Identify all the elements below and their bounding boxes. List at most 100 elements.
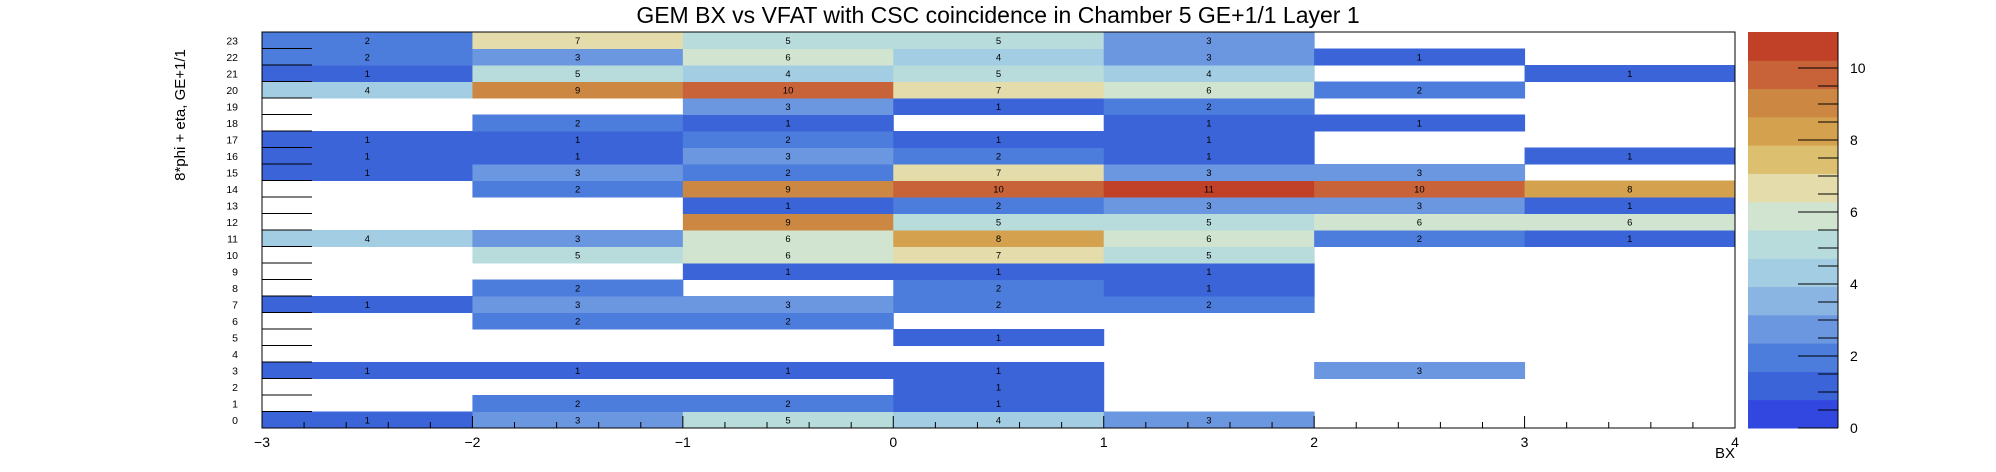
y-tick-label: 11 bbox=[227, 233, 238, 245]
heatmap-cell bbox=[1524, 147, 1736, 165]
cell-value: 4 bbox=[365, 85, 370, 96]
heatmap-cell bbox=[472, 411, 684, 429]
x-tick-label: 3 bbox=[1521, 434, 1529, 450]
cell-value-labels: 1 3 5 4 32 2 111 1 1 1 312 21 3 3 2 22 2 11 1 15 6 7 54 3 6 8 6 2 19… bbox=[365, 36, 1633, 427]
cell-value: 3 bbox=[785, 300, 790, 311]
heatmap-cell bbox=[472, 164, 684, 181]
chart-title: GEM BX vs VFAT with CSC coincidence in C… bbox=[636, 2, 1360, 28]
heatmap-cell bbox=[1103, 131, 1315, 148]
heatmap-cell bbox=[682, 131, 894, 148]
cell-value: 4 bbox=[1206, 69, 1211, 80]
cell-value: 5 bbox=[785, 36, 790, 47]
heatmap-cell bbox=[682, 81, 894, 99]
heatmap-cell bbox=[1103, 279, 1315, 297]
heatmap-cell bbox=[1103, 296, 1315, 313]
colorbar-segment bbox=[1748, 32, 1838, 61]
cell-value: 1 bbox=[996, 366, 1001, 377]
cell-value: 5 bbox=[575, 69, 580, 80]
heatmap-cell bbox=[1103, 246, 1315, 264]
x-axis-label: BX bbox=[1715, 445, 1735, 462]
heatmap-cell bbox=[1103, 114, 1315, 132]
heatmap-cell bbox=[262, 32, 473, 49]
heatmap-cell bbox=[262, 81, 473, 99]
heatmap-cell bbox=[1524, 213, 1736, 231]
heatmap-cell bbox=[1314, 180, 1526, 198]
heatmap-cell bbox=[262, 230, 473, 247]
cell-value: 6 bbox=[1627, 217, 1632, 228]
heatmap-cell bbox=[262, 48, 473, 66]
cell-value: 1 bbox=[785, 118, 790, 129]
cell-value: 8 bbox=[996, 234, 1001, 245]
cell-value: 3 bbox=[1417, 168, 1422, 179]
y-tick-label: 8 bbox=[232, 283, 238, 295]
cell-value: 7 bbox=[996, 250, 1001, 261]
cell-value: 1 bbox=[996, 135, 1001, 146]
heatmap-cell bbox=[472, 395, 684, 412]
heatmap-cell bbox=[682, 296, 894, 313]
heatmap-cell bbox=[893, 164, 1105, 181]
heatmap-cell bbox=[1314, 213, 1526, 231]
heatmap-cell bbox=[1103, 48, 1315, 66]
heatmap-cell bbox=[472, 147, 684, 165]
heatmap-cell bbox=[893, 98, 1105, 115]
cell-value: 2 bbox=[1417, 234, 1422, 245]
cell-value: 1 bbox=[785, 366, 790, 377]
y-tick-label: 9 bbox=[232, 266, 238, 278]
heatmap-cell bbox=[1103, 98, 1315, 115]
cell-value: 6 bbox=[785, 250, 790, 261]
heatmap-cell bbox=[1314, 114, 1526, 132]
heatmap-cell bbox=[893, 246, 1105, 264]
heatmap-cell bbox=[682, 65, 894, 82]
colorbar-segment bbox=[1748, 201, 1838, 231]
heatmap-cell bbox=[893, 48, 1105, 66]
y-tick-label: 16 bbox=[226, 151, 238, 163]
cell-value: 1 bbox=[1206, 283, 1211, 294]
y-tick-label: 20 bbox=[226, 85, 238, 97]
cell-value: 1 bbox=[1417, 52, 1422, 63]
heatmap-cell bbox=[1314, 197, 1526, 214]
heatmap-cell bbox=[893, 378, 1105, 396]
heatmap-cell bbox=[682, 395, 894, 412]
heatmap-cell bbox=[1103, 65, 1315, 82]
colorbar-segment bbox=[1748, 230, 1838, 259]
y-tick-label: 5 bbox=[232, 332, 238, 344]
heatmap-cell bbox=[1524, 180, 1736, 198]
heatmap-cell bbox=[262, 131, 473, 148]
heatmap-cell bbox=[682, 98, 894, 115]
heatmap-cell bbox=[472, 230, 684, 247]
cell-value: 4 bbox=[785, 69, 790, 80]
heatmap-cell bbox=[1314, 362, 1526, 379]
cell-value: 1 bbox=[1206, 135, 1211, 146]
heatmap-cell bbox=[1103, 230, 1315, 247]
y-tick-label: 3 bbox=[232, 365, 238, 377]
y-tick-label: 12 bbox=[226, 217, 238, 229]
colorbar-segment bbox=[1748, 116, 1838, 146]
cell-value: 1 bbox=[996, 399, 1001, 410]
cell-value: 1 bbox=[575, 151, 580, 162]
heatmap-cell bbox=[893, 362, 1105, 379]
colorbar-segment bbox=[1748, 258, 1838, 288]
heatmap-cell bbox=[1103, 164, 1315, 181]
heatmap-cell bbox=[1103, 81, 1315, 99]
heatmap-cell bbox=[1314, 230, 1526, 247]
cell-value: 5 bbox=[1206, 217, 1211, 228]
cell-value: 3 bbox=[575, 52, 580, 63]
heatmap-cell bbox=[472, 48, 684, 66]
cell-value: 3 bbox=[1206, 168, 1211, 179]
heatmap-cell bbox=[682, 213, 894, 231]
cell-value: 1 bbox=[1627, 201, 1632, 212]
colorbar-segment bbox=[1748, 286, 1838, 316]
heatmap-cell bbox=[682, 263, 894, 280]
heatmap-cell bbox=[893, 131, 1105, 148]
cell-value: 2 bbox=[575, 399, 580, 410]
y-tick-label: 14 bbox=[226, 184, 238, 196]
cell-value: 7 bbox=[996, 85, 1001, 96]
heatmap-cell bbox=[472, 114, 684, 132]
y-tick-label: 15 bbox=[226, 167, 238, 179]
colorbar-tick-label: 6 bbox=[1850, 204, 1858, 220]
heatmap-cell bbox=[893, 65, 1105, 82]
cell-value: 2 bbox=[785, 316, 790, 327]
cell-value: 3 bbox=[575, 234, 580, 245]
y-tick-label: 7 bbox=[232, 299, 238, 311]
heatmap-cell bbox=[262, 65, 473, 82]
